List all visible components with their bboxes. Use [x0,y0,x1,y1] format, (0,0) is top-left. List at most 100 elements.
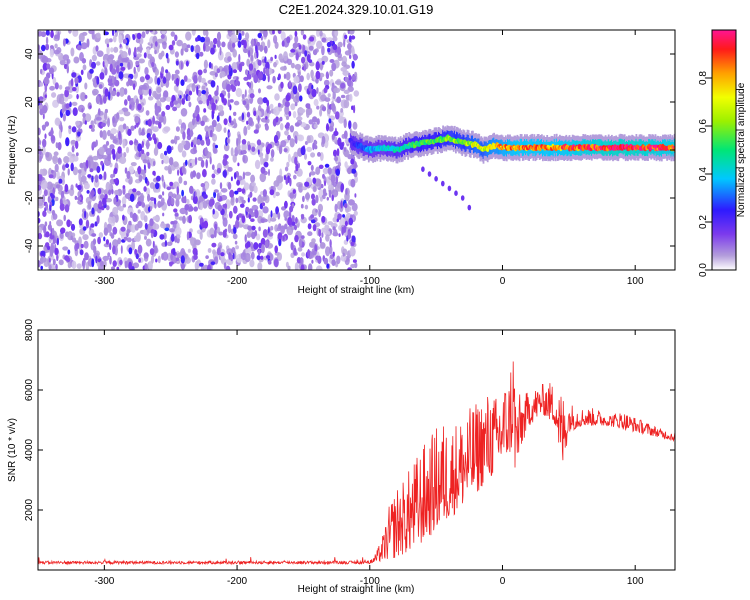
heatmap-secondary-point [447,185,452,192]
heatmap-noise-cell [59,95,65,105]
heatmap-noise-cell [87,200,92,210]
heatmap-noise-cell [185,31,192,41]
heatmap-noise-cell [277,102,281,108]
heatmap-noise-cell [184,204,190,211]
heatmap-noise-cell [348,199,355,206]
heatmap-noise-cell [229,189,235,198]
heatmap-noise-cell [214,72,218,78]
heatmap-noise-cell [262,206,269,214]
heatmap-noise-cell [114,76,117,83]
heatmap-noise-cell [299,95,303,102]
heatmap-noise-cell [94,174,99,183]
heatmap-noise-cell [152,126,159,133]
heatmap-noise-cell [117,146,122,154]
heatmap-noise-cell [327,167,332,175]
heatmap-noise-cell [62,113,66,122]
heatmap-noise-cell [220,252,225,257]
heatmap-noise-cell [107,153,111,162]
heatmap-noise-cell [55,184,61,189]
heatmap-noise-cell [162,76,167,84]
heatmap-noise-cell [289,125,295,133]
heatmap-noise-cell [152,115,156,125]
heatmap-noise-cell [61,108,65,114]
heatmap-noise-cell [312,49,318,56]
heatmap-noise-cell [181,165,185,174]
heatmap-noise-cell [242,155,245,162]
heatmap-noise-cell [63,63,68,70]
heatmap-noise-cell [269,103,274,110]
heatmap-noise-cell [123,236,128,241]
heatmap-noise-cell [143,215,148,223]
heatmap-noise-cell [223,127,227,133]
heatmap-noise-cell [66,64,70,74]
heatmap-noise-cell [211,164,215,171]
heatmap-noise-cell [134,115,140,124]
heatmap-noise-cell [153,137,157,145]
heatmap-noise-cell [129,193,135,202]
heatmap-noise-cell [278,53,284,61]
heatmap-noise-cell [311,238,316,244]
heatmap-noise-cell [128,79,134,86]
heatmap-noise-cell [278,238,282,247]
heatmap-noise-cell [56,237,59,246]
heatmap-noise-cell [311,198,316,206]
heatmap-noise-cell [60,124,63,133]
heatmap-noise-cell [233,226,237,234]
heatmap-noise-cell [71,101,78,106]
heatmap-noise-cell [68,127,72,135]
heatmap-noise-cell [165,71,171,82]
heatmap-noise-cell [280,225,285,234]
heatmap-noise-cell [256,41,260,47]
heatmap-noise-cell [299,75,304,83]
heatmap-noise-cell [71,237,77,243]
heatmap-noise-cell [200,139,205,146]
heatmap-noise-cell [251,146,256,152]
heatmap-noise-cell [222,217,228,227]
heatmap-noise-cell [162,251,169,261]
heatmap-noise-cell [135,38,141,44]
heatmap-noise-cell [301,214,305,220]
y-tick-label: 6000 [24,378,35,401]
heatmap-ridge-band [673,138,675,154]
heatmap-noise-cell [75,183,78,188]
heatmap-noise-cell [286,36,291,44]
heatmap-noise-cell [145,30,150,35]
heatmap-noise-cell [196,172,201,180]
heatmap-noise-cell [253,242,259,250]
heatmap-noise-cell [54,117,61,126]
heatmap-noise-cell [104,88,109,97]
heatmap-noise-cell [143,229,148,236]
heatmap-noise-cell [288,52,294,58]
heatmap-noise-cell [95,95,100,104]
heatmap-noise-cell [136,32,142,40]
heatmap-noise-cell [150,254,155,264]
heatmap-noise-cell [179,95,182,99]
heatmap-noise-cell [91,61,96,69]
heatmap-noise-cell [108,189,112,196]
heatmap-noise-cell [88,124,93,129]
colorbar-label: Normalized spectral amplitude [736,82,747,217]
heatmap-noise-cell [300,257,303,264]
heatmap-noise-cell [59,203,65,212]
heatmap-noise-cell [87,174,92,178]
heatmap-noise-cell [277,73,281,80]
heatmap-noise-cell [277,30,282,35]
heatmap-noise-cell [353,54,359,60]
heatmap-noise-cell [66,219,71,228]
heatmap-noise-cell [351,168,357,174]
heatmap-noise-cell [43,225,47,234]
heatmap-noise-cell [323,192,328,197]
heatmap-noise-cell [204,45,211,52]
heatmap-noise-cell [213,37,218,45]
heatmap-noise-cell [237,40,242,48]
heatmap-noise-cell [174,69,180,75]
heatmap-ridge-band [482,144,485,159]
heatmap-noise-cell [44,94,47,98]
heatmap-noise-cell [200,120,205,127]
heatmap-noise-cell [137,103,142,111]
heatmap-noise-cell [129,176,133,185]
heatmap-noise-cell [292,85,298,95]
heatmap-noise-cell [88,160,91,169]
heatmap-noise-cell [293,247,297,256]
heatmap-noise-cell [231,62,238,71]
